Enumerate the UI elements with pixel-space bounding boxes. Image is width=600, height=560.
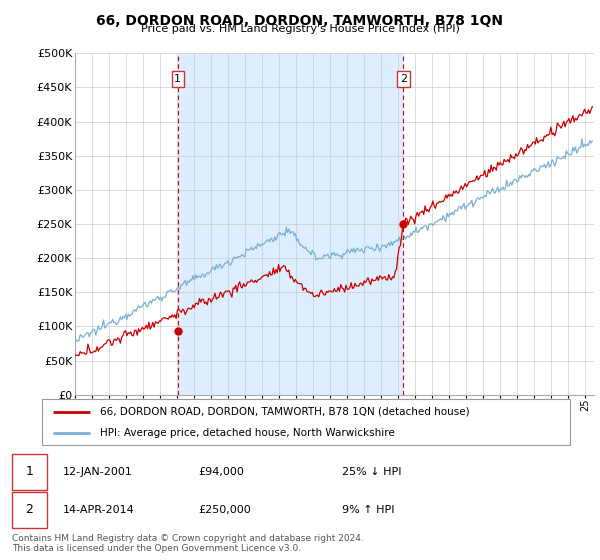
Text: 66, DORDON ROAD, DORDON, TAMWORTH, B78 1QN (detached house): 66, DORDON ROAD, DORDON, TAMWORTH, B78 1…	[100, 407, 470, 417]
Text: 14-APR-2014: 14-APR-2014	[63, 505, 135, 515]
Text: £94,000: £94,000	[198, 466, 244, 477]
Text: HPI: Average price, detached house, North Warwickshire: HPI: Average price, detached house, Nort…	[100, 428, 395, 438]
FancyBboxPatch shape	[42, 399, 570, 445]
Text: 2: 2	[400, 74, 407, 84]
Bar	[178, 53, 403, 395]
Text: 25% ↓ HPI: 25% ↓ HPI	[342, 466, 401, 477]
Text: Price paid vs. HM Land Registry's House Price Index (HPI): Price paid vs. HM Land Registry's House …	[140, 24, 460, 34]
Text: 1: 1	[174, 74, 181, 84]
Text: Contains HM Land Registry data © Crown copyright and database right 2024.
This d: Contains HM Land Registry data © Crown c…	[12, 534, 364, 553]
Text: 66, DORDON ROAD, DORDON, TAMWORTH, B78 1QN: 66, DORDON ROAD, DORDON, TAMWORTH, B78 1…	[97, 14, 503, 28]
Text: 9% ↑ HPI: 9% ↑ HPI	[342, 505, 395, 515]
Text: 1: 1	[25, 465, 34, 478]
Text: 12-JAN-2001: 12-JAN-2001	[63, 466, 133, 477]
Text: 2: 2	[25, 503, 34, 516]
Text: £250,000: £250,000	[198, 505, 251, 515]
